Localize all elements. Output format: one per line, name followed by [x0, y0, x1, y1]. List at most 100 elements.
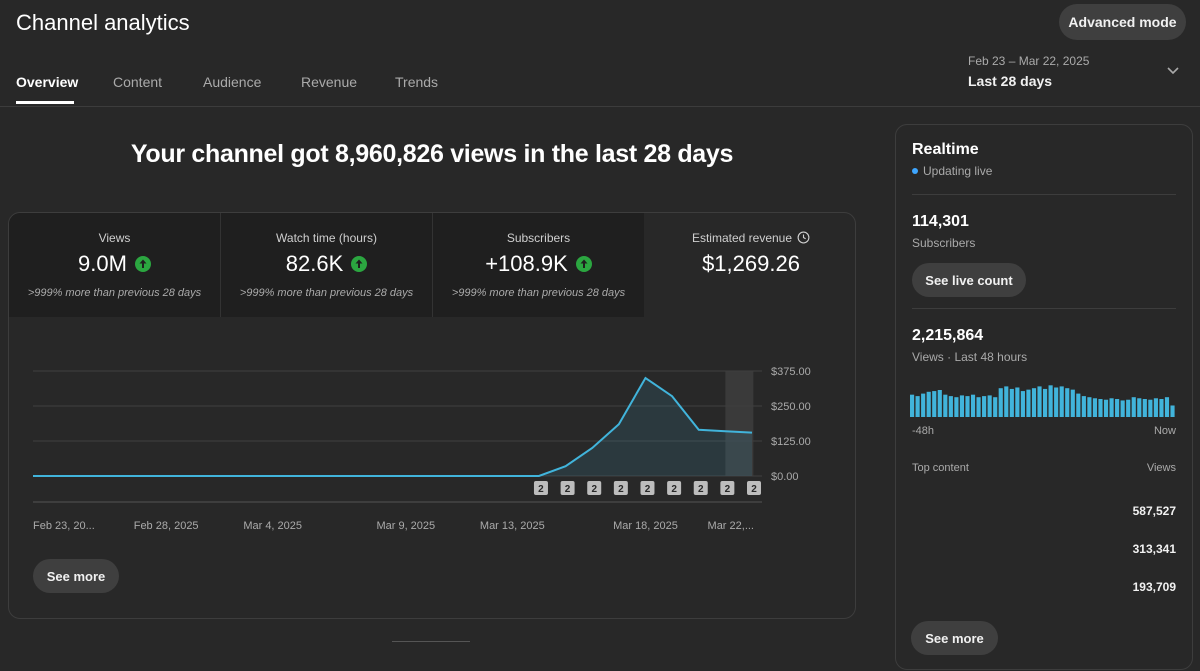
realtime-bar — [1164, 397, 1170, 417]
realtime-bar — [921, 393, 926, 417]
annotation-marker-label: 2 — [565, 484, 571, 495]
top-content-views[interactable]: 313,341 — [1132, 542, 1176, 556]
realtime-bar — [937, 390, 942, 417]
data-point — [325, 475, 327, 477]
data-point — [698, 429, 700, 431]
tab-content[interactable]: Content — [113, 74, 163, 90]
realtime-bar — [1054, 387, 1059, 417]
live-status-label: Updating live — [923, 164, 993, 178]
realtime-bar — [1020, 391, 1025, 417]
annotation-marker-label: 2 — [645, 484, 651, 495]
realtime-bar — [1120, 400, 1125, 417]
see-more-button[interactable]: See more — [911, 621, 998, 655]
data-point — [431, 475, 433, 477]
metric-value: 82.6K — [285, 251, 344, 276]
subscriber-count: 114,301 — [912, 213, 969, 230]
realtime-bar — [959, 395, 965, 417]
metric-value: +108.9K — [485, 251, 568, 276]
metric-value: $1,269.26 — [702, 251, 800, 276]
realtime-bar — [954, 397, 959, 417]
metric-comparison: >999% more than previous 28 days — [27, 287, 202, 299]
data-point — [298, 475, 300, 477]
annotation-marker — [587, 481, 602, 495]
data-point — [32, 475, 34, 477]
realtime-bar — [943, 394, 948, 417]
subscriber-label: Subscribers — [912, 236, 976, 250]
top-content-views[interactable]: 193,709 — [1132, 580, 1176, 594]
data-point — [272, 475, 274, 477]
realtime-bar — [1026, 389, 1031, 417]
annotation-marker — [667, 481, 682, 495]
realtime-bar — [965, 396, 970, 417]
realtime-bar — [976, 397, 981, 417]
data-point — [405, 475, 407, 477]
realtime-bar — [1059, 386, 1064, 417]
realtime-views-bar-chart[interactable] — [910, 381, 1180, 417]
top-content-views-label: Views — [1146, 462, 1176, 474]
data-point — [671, 395, 673, 397]
tab-revenue[interactable]: Revenue — [301, 74, 358, 90]
revenue-chart[interactable]: $0.00 $125.00 $250.00 $375.00 2 2 2 2 2 2 2 2 2 Feb 2… — [9, 317, 856, 537]
metric-estimated-revenue[interactable]: Estimated revenue $1,269.26 — [645, 213, 855, 317]
metric-views[interactable]: Views 9.0M >999% more than previous 28 d… — [9, 213, 220, 317]
metric-comparison: >999% more than previous 28 days — [239, 287, 414, 299]
realtime-card: Realtime Updating live 114,301 Subscribe… — [895, 124, 1193, 670]
annotation-marker-label: 2 — [618, 484, 624, 495]
x-tick-label: Mar 22,... — [708, 520, 754, 532]
see-live-count-button[interactable]: See live count — [912, 263, 1026, 297]
arrow-up-icon — [134, 256, 151, 272]
tab-bar: Overview Content Audience Revenue Trends — [0, 60, 900, 106]
arrow-up-icon — [575, 256, 592, 272]
realtime-bar — [915, 396, 920, 417]
tab-audience[interactable]: Audience — [203, 74, 262, 90]
metric-comparison: >999% more than previous 28 days — [451, 287, 626, 299]
top-content-views[interactable]: 587,527 — [1132, 504, 1176, 518]
annotation-marker — [693, 481, 708, 495]
metric-label-text: Estimated revenue — [691, 231, 793, 245]
date-range-label: Last 28 days — [968, 73, 1053, 89]
data-point — [139, 475, 141, 477]
series-line — [33, 376, 753, 477]
views-headline: Your channel got 8,960,826 views in the … — [130, 140, 734, 168]
realtime-bar — [1137, 398, 1142, 417]
realtime-bar — [1004, 386, 1009, 417]
active-tab-indicator — [16, 101, 74, 104]
annotation-marker-label: 2 — [751, 484, 757, 495]
data-point — [85, 475, 87, 477]
data-point — [59, 475, 61, 477]
metric-label: Views — [98, 231, 131, 245]
y-tick-label: $250.00 — [771, 401, 811, 413]
realtime-bar — [1092, 398, 1098, 417]
annotation-marker-label: 2 — [671, 484, 677, 495]
data-point — [724, 430, 726, 432]
annotation-marker — [613, 481, 628, 495]
metric-subscribers[interactable]: Subscribers +108.9K >999% more than prev… — [433, 213, 644, 317]
data-point — [245, 475, 247, 477]
tab-trends[interactable]: Trends — [395, 74, 439, 90]
date-range-selector[interactable]: Feb 23 – Mar 22, 2025 Last 28 days — [968, 54, 1188, 98]
realtime-views-label: Views · Last 48 hours — [912, 350, 1028, 364]
metric-divider — [432, 213, 433, 317]
advanced-mode-button[interactable]: Advanced mode — [1059, 4, 1186, 40]
realtime-bar — [1065, 388, 1070, 417]
annotation-marker — [533, 481, 548, 495]
metric-watch-time[interactable]: Watch time (hours) 82.6K >999% more than… — [221, 213, 432, 317]
divider — [912, 308, 1176, 309]
realtime-bar — [987, 395, 992, 417]
realtime-bar — [1081, 396, 1086, 417]
realtime-bar — [1098, 399, 1103, 417]
realtime-bar — [970, 394, 976, 417]
realtime-bar — [982, 396, 987, 417]
axis-start-label: -48h — [912, 425, 935, 437]
see-more-button[interactable]: See more — [33, 559, 119, 593]
last-day-highlight — [725, 371, 754, 476]
live-dot-icon — [912, 168, 918, 174]
data-point — [591, 447, 593, 449]
metric-label: Estimated revenue — [645, 231, 855, 245]
data-point — [378, 475, 380, 477]
annotation-marker — [747, 481, 761, 495]
tab-overview[interactable]: Overview — [16, 74, 79, 90]
realtime-bar — [1131, 397, 1136, 417]
data-point — [485, 475, 487, 477]
realtime-title: Realtime — [912, 141, 979, 158]
